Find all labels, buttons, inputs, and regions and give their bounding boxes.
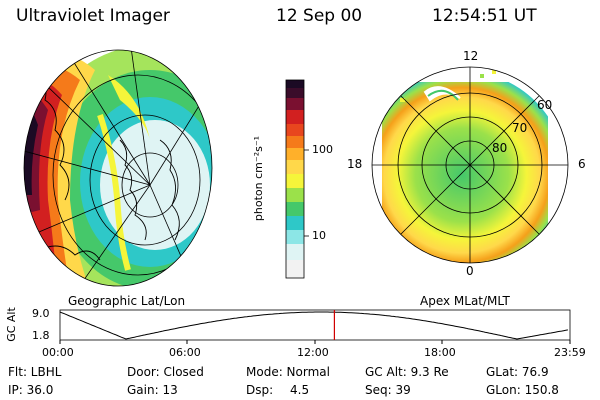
apex-caption: Apex MLat/MLT xyxy=(420,294,510,308)
filter-value: Flt: LBHL xyxy=(8,365,62,379)
dsp-label: Dsp: xyxy=(246,383,274,397)
altitude-ytick-low: 1.8 xyxy=(32,329,50,342)
gc-altitude: GC Alt: 9.3 Re xyxy=(365,365,449,379)
mlt-label-18: 18 xyxy=(347,157,363,171)
geographic-image-panel xyxy=(23,49,213,287)
altitude-plot xyxy=(59,309,571,344)
altitude-xtick-0000: 00:00 xyxy=(42,346,74,359)
altitude-curve xyxy=(59,311,568,340)
instrument-title: Ultraviolet Imager xyxy=(16,6,170,26)
altitude-xtick-1200: 12:00 xyxy=(297,346,329,359)
altitude-xtick-1800: 18:00 xyxy=(424,346,456,359)
dsp-value: 4.5 xyxy=(290,383,310,397)
colorbar xyxy=(285,79,309,279)
sequence-value: Seq: 39 xyxy=(365,383,411,397)
lat-label-60: 60 xyxy=(537,98,553,112)
altitude-ylabel: GC Alt xyxy=(4,307,18,342)
lat-label-80: 80 xyxy=(492,141,508,155)
lat-label-70: 70 xyxy=(512,121,528,135)
altitude-xtick-2359: 23:59 xyxy=(554,346,586,359)
colorbar-unit-label: photon cm⁻²s⁻¹ xyxy=(252,135,266,222)
colorbar-label-100: 100 xyxy=(312,143,333,156)
ip-value: IP: 36.0 xyxy=(8,383,54,397)
mlt-label-6: 6 xyxy=(578,157,586,171)
geographic-longitude: GLon: 150.8 xyxy=(486,383,559,397)
gain-value: Gain: 13 xyxy=(127,383,178,397)
magnetic-polar-image-panel xyxy=(371,66,569,264)
altitude-xtick-0600: 06:00 xyxy=(169,346,201,359)
geographic-latitude: GLat: 76.9 xyxy=(486,365,549,379)
mode-value: Mode: Normal xyxy=(246,365,330,379)
image-date: 12 Sep 00 xyxy=(276,6,363,26)
mlt-label-0: 0 xyxy=(466,264,474,278)
mlt-label-12: 12 xyxy=(463,49,479,63)
altitude-ytick-high: 9.0 xyxy=(32,307,50,320)
image-time: 12:54:51 UT xyxy=(432,6,537,26)
geographic-caption: Geographic Lat/Lon xyxy=(68,294,186,308)
colorbar-label-10: 10 xyxy=(312,229,326,242)
door-status: Door: Closed xyxy=(127,365,204,379)
